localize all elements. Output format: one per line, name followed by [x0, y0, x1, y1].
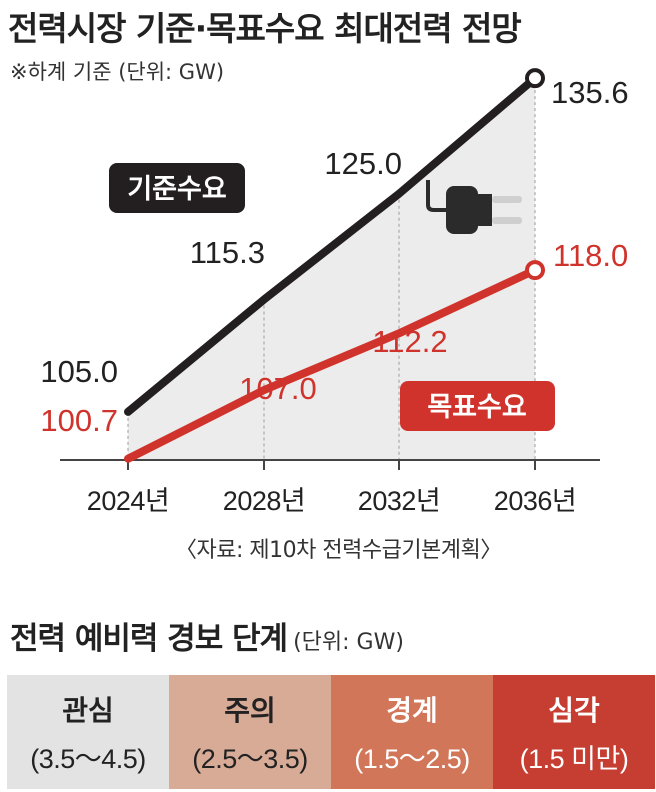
level-range: (3.5～4.5): [30, 743, 146, 774]
unit-note: ※하계 기준 (단위: GW): [10, 60, 225, 84]
x-tick-label: 2032년: [358, 486, 440, 516]
target-value-label: 118.0: [553, 238, 628, 273]
target-line: [124, 266, 539, 463]
level-name: 주의: [224, 693, 276, 727]
target-value-label: 112.2: [372, 324, 447, 359]
chart-title: 전력시장 기준·목표수요 최대전력 전망: [8, 9, 522, 48]
level-cell-alert: 경계 (1.5～2.5): [331, 675, 493, 789]
target-value-label: 100.7: [40, 403, 118, 438]
level-name: 경계: [386, 693, 438, 727]
level-name: 심각: [548, 693, 600, 727]
alert-levels-heading: 전력 예비력 경보 단계: [10, 621, 288, 657]
baseline-end-marker: [525, 68, 545, 89]
level-cell-serious: 심각 (1.5 미만): [493, 675, 655, 789]
alert-levels-title: 전력 예비력 경보 단계 (단위: GW): [10, 613, 404, 658]
baseline-legend-label: 기준수요: [127, 174, 226, 205]
baseline-value-label: 115.3: [190, 235, 265, 270]
baseline-value-label: 125.0: [324, 146, 402, 181]
source-note: 〈자료: 제10차 전력수급기본계획〉: [175, 538, 502, 563]
target-legend-badge: [400, 381, 555, 431]
baseline-value-label: 105.0: [40, 354, 118, 389]
alert-levels-table: 관심 (3.5～4.5) 주의 (2.5～3.5) 경계 (1.5～2.5) 심…: [7, 675, 655, 789]
plug-icon: [426, 180, 522, 234]
line-chart: 2024년 2028년 2032년 2036년 105.0 115.3 125.0 135.6…: [40, 68, 629, 516]
x-tick-label: 2036년: [494, 486, 576, 516]
level-range: (1.5 미만): [519, 743, 629, 774]
x-tick-label: 2024년: [87, 486, 169, 516]
baseline-line: [124, 74, 539, 416]
level-name: 관심: [62, 693, 114, 727]
alert-levels-unit: (단위: GW): [293, 630, 404, 655]
area-fill: [128, 78, 535, 461]
baseline-value-label: 135.6: [551, 75, 629, 110]
level-range: (1.5～2.5): [354, 743, 470, 774]
level-cell-caution: 주의 (2.5～3.5): [169, 675, 331, 789]
level-cell-interest: 관심 (3.5～4.5): [7, 675, 169, 789]
x-tick-label: 2028년: [223, 486, 305, 516]
target-legend-label: 목표수요: [427, 392, 526, 423]
baseline-legend-badge: [109, 163, 245, 213]
level-range: (2.5～3.5): [192, 743, 308, 774]
target-value-label: 107.0: [239, 371, 317, 406]
target-end-marker: [525, 260, 545, 281]
